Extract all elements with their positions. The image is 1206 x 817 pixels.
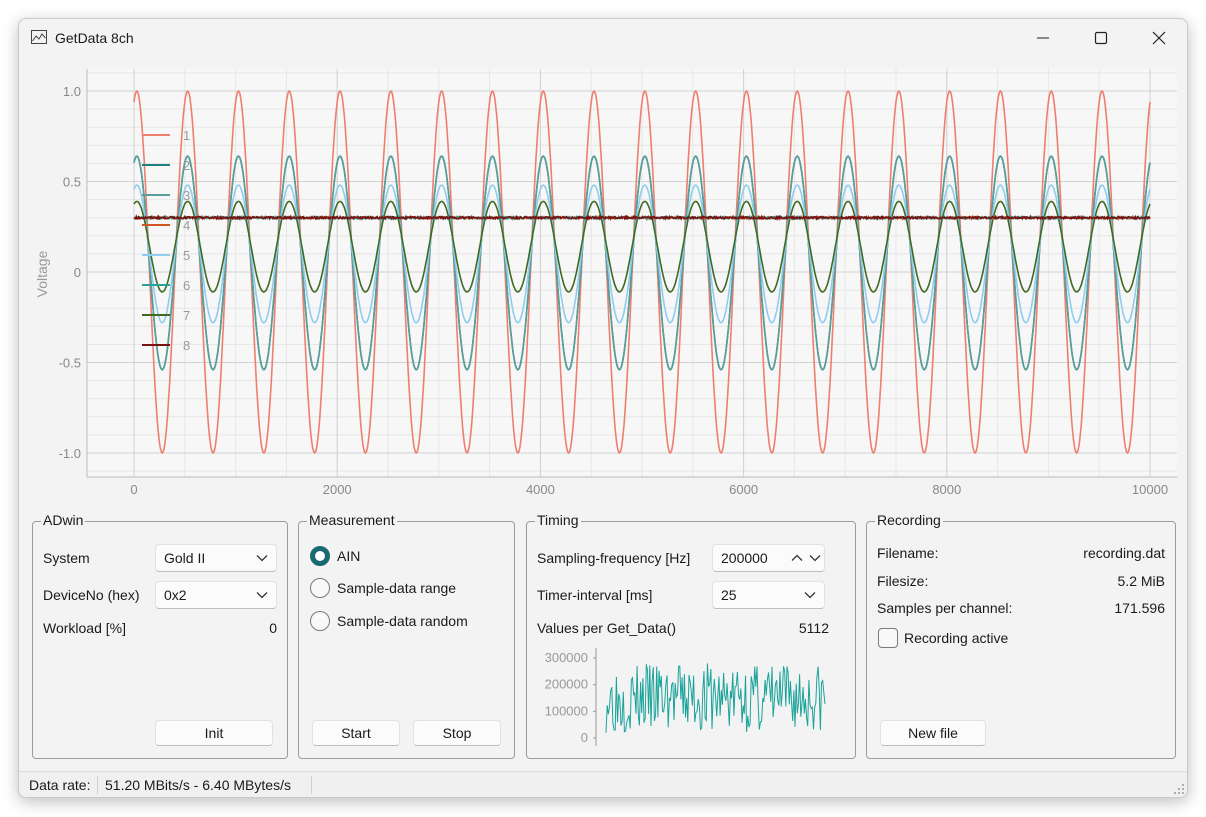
legend-label-4: 4	[183, 218, 190, 233]
y-tick-label: 1.0	[63, 84, 81, 99]
start-button[interactable]: Start	[312, 720, 400, 746]
workload-value: 0	[269, 620, 277, 636]
status-separator	[97, 776, 98, 794]
series-1-line	[133, 89, 1151, 455]
device-label: DeviceNo (hex)	[43, 587, 140, 603]
workload-label: Workload [%]	[43, 620, 126, 636]
mini-y-tick-label: 0	[581, 730, 588, 745]
system-select[interactable]: Gold II	[155, 544, 277, 572]
recording-group-title: Recording	[875, 512, 943, 528]
chevron-down-icon	[256, 592, 268, 599]
x-tick-label: 0	[130, 482, 137, 497]
legend-label-3: 3	[183, 188, 190, 203]
chevron-down-icon	[804, 592, 816, 599]
close-button[interactable]	[1130, 19, 1187, 57]
resize-grip-icon[interactable]	[1173, 783, 1185, 795]
recording-group: Recording Filename: recording.dat Filesi…	[866, 512, 1176, 759]
close-icon	[1152, 31, 1166, 45]
legend-label-5: 5	[183, 248, 190, 263]
timing-group: Timing Sampling-frequency [Hz] 200000 Ti…	[526, 512, 856, 759]
data-rate-value: 51.20 MBits/s - 6.40 MBytes/s	[105, 777, 291, 793]
sample-random-radio-label[interactable]: Sample-data random	[337, 613, 468, 629]
values-per-getdata-label: Values per Get_Data()	[537, 620, 677, 636]
y-tick-label: 0.5	[63, 175, 81, 190]
legend-label-2: 2	[183, 158, 190, 173]
device-select[interactable]: 0x2	[155, 581, 277, 609]
x-tick-label: 4000	[526, 482, 555, 497]
samples-per-channel-value: 171.596	[1114, 600, 1165, 616]
data-rate-label: Data rate:	[29, 777, 91, 793]
sampling-frequency-label: Sampling-frequency [Hz]	[537, 550, 691, 566]
legend-label-1: 1	[183, 128, 190, 143]
device-select-value: 0x2	[164, 587, 187, 603]
main-window: GetData 8ch 1.0 0.5 0 -0.5 -1.0 0 2000 4000 600…	[18, 18, 1188, 798]
ain-radio-label[interactable]: AIN	[337, 548, 361, 564]
status-bar: Data rate: 51.20 MBits/s - 6.40 MBytes/s	[19, 771, 1187, 797]
system-select-value: Gold II	[164, 550, 206, 566]
mini-y-tick-label: 100000	[545, 703, 588, 718]
x-tick-label: 8000	[932, 482, 961, 497]
filesize-label: Filesize:	[877, 573, 929, 589]
voltage-plot[interactable]: 1.0 0.5 0 -0.5 -1.0 0 2000 4000 6000 8000 10000 V…	[29, 69, 1181, 502]
ain-radio[interactable]	[310, 546, 330, 566]
legend-label-8: 8	[183, 338, 190, 353]
chevron-down-icon	[256, 555, 268, 562]
y-tick-label: -0.5	[59, 356, 81, 371]
voltage-plot-svg: 1.0 0.5 0 -0.5 -1.0 0 2000 4000 6000 8000 10000 V…	[34, 69, 1177, 497]
x-tick-label: 10000	[1132, 482, 1168, 497]
y-tick-label: -1.0	[59, 446, 81, 461]
timer-interval-value: 25	[721, 587, 737, 603]
y-axis-label: Voltage	[34, 250, 50, 297]
system-label: System	[43, 550, 90, 566]
values-per-getdata-value: 5112	[798, 620, 829, 636]
maximize-button[interactable]	[1072, 19, 1130, 57]
x-tick-label: 6000	[729, 482, 758, 497]
x-tick-label: 2000	[323, 482, 352, 497]
series-8-line	[133, 214, 1151, 222]
sample-random-radio[interactable]	[310, 611, 330, 631]
mini-y-tick-label: 200000	[545, 677, 588, 692]
mini-y-tick-label: 300000	[545, 650, 588, 665]
new-file-button[interactable]: New file	[880, 720, 986, 746]
sampling-frequency-value: 200000	[721, 550, 768, 566]
adwin-group-title: ADwin	[41, 512, 86, 528]
init-button[interactable]: Init	[155, 720, 273, 746]
minimize-button[interactable]	[1014, 19, 1072, 57]
filename-label: Filename:	[877, 545, 939, 561]
legend-label-6: 6	[183, 278, 190, 293]
series-5-line	[133, 184, 1151, 324]
recording-active-label[interactable]: Recording active	[904, 630, 1009, 646]
timing-group-title: Timing	[535, 512, 581, 528]
legend-label-7: 7	[183, 308, 190, 323]
measurement-group-title: Measurement	[307, 512, 397, 528]
samples-per-channel-label: Samples per channel:	[877, 600, 1013, 616]
filesize-value: 5.2 MiB	[1117, 573, 1165, 589]
timer-interval-label: Timer-interval [ms]	[537, 587, 653, 603]
series-3-line	[133, 155, 1151, 371]
stop-button[interactable]: Stop	[413, 720, 501, 746]
sampling-frequency-spinbox[interactable]: 200000	[712, 544, 825, 572]
app-chart-icon	[31, 30, 47, 44]
recording-active-checkbox[interactable]	[878, 628, 898, 648]
filename-value: recording.dat	[1083, 545, 1165, 561]
sampling-frequency-mini-plot: 300000 200000 100000 0	[545, 648, 826, 746]
series-7-line	[133, 200, 1151, 293]
chevron-up-icon[interactable]	[791, 554, 803, 562]
status-separator	[311, 776, 312, 794]
timer-interval-select[interactable]: 25	[712, 581, 825, 609]
chevron-down-icon[interactable]	[809, 554, 821, 562]
sample-range-radio-label[interactable]: Sample-data range	[337, 580, 457, 596]
mini-plot-line	[605, 663, 826, 733]
maximize-icon	[1094, 31, 1108, 45]
window-title: GetData 8ch	[55, 30, 134, 46]
adwin-group: ADwin System Gold II DeviceNo (hex) 0x2 …	[32, 512, 288, 759]
y-tick-label: 0	[74, 265, 81, 280]
minimize-icon	[1037, 37, 1049, 39]
sample-range-radio[interactable]	[310, 578, 330, 598]
title-bar[interactable]: GetData 8ch	[19, 19, 1187, 57]
measurement-group: Measurement AIN Sample-data range Sample…	[298, 512, 515, 759]
